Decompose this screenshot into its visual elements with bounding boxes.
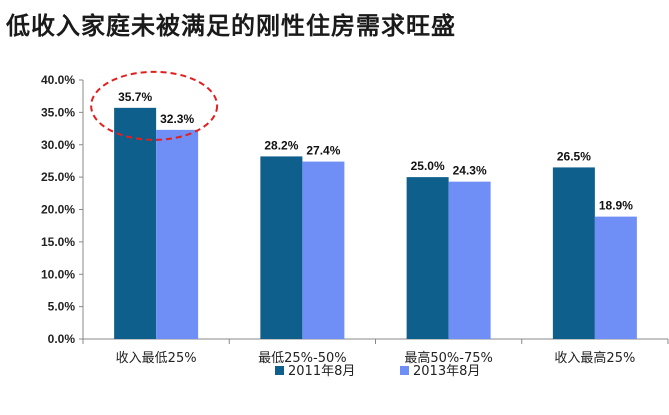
x-category-label: 最高50%-75% <box>404 350 492 366</box>
y-tick-label: 5.0% <box>48 300 76 314</box>
bar-series2 <box>156 129 199 339</box>
x-category-label: 最低25%-50% <box>258 351 346 366</box>
chart-legend: 2011年8月 2013年8月 <box>275 364 480 379</box>
x-category-label: 收入最高25% <box>554 350 635 366</box>
page-title: 低收入家庭未被满足的刚性住房需求旺盛 <box>6 11 456 40</box>
chart-axes: 0.0% 5.0% 10.0% 15.0% 20.0% 25.0% 30.0% 35.0% 40… <box>41 73 669 366</box>
data-label: 27.4% <box>306 144 340 158</box>
data-label: 35.7% <box>118 90 152 104</box>
bar-series1 <box>114 107 157 339</box>
bar-series1 <box>552 167 595 339</box>
data-label: 28.2% <box>264 138 298 152</box>
data-label: 32.3% <box>160 112 194 126</box>
bar-series2 <box>302 161 345 339</box>
data-label: 25.0% <box>411 159 445 173</box>
highlight-ellipse <box>90 70 219 141</box>
y-tick-label: 0.0% <box>48 332 76 346</box>
bar-series1 <box>260 156 303 339</box>
chart-annotation <box>90 70 219 141</box>
y-tick-label: 35.0% <box>41 105 75 119</box>
data-label: 18.9% <box>599 199 633 213</box>
y-tick-label: 30.0% <box>41 138 75 152</box>
x-category-label: 收入最低25% <box>116 351 197 366</box>
chart-data-labels: 35.7% 32.3% 28.2% 27.4% 25.0% 24.3% 26.5% 18.9% <box>118 90 633 213</box>
data-label: 24.3% <box>453 164 487 178</box>
bar-series2 <box>594 216 637 339</box>
y-tick-label: 10.0% <box>41 267 75 281</box>
bar-series2 <box>448 181 491 339</box>
y-tick-label: 15.0% <box>41 235 75 249</box>
legend-swatch <box>275 366 284 375</box>
y-tick-label: 40.0% <box>41 73 75 87</box>
legend-swatch <box>400 366 409 375</box>
legend-label: 2011年8月 <box>288 364 355 379</box>
data-label: 26.5% <box>557 149 591 163</box>
legend-label: 2013年8月 <box>413 364 480 379</box>
bar-series1 <box>406 177 449 339</box>
chart-bars <box>114 107 637 339</box>
y-tick-label: 20.0% <box>41 203 75 217</box>
y-tick-label: 25.0% <box>41 170 75 184</box>
